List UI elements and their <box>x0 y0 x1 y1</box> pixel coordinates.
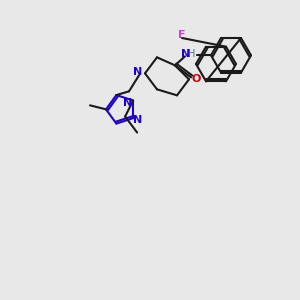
Text: N: N <box>122 98 132 107</box>
Text: N: N <box>134 67 142 77</box>
Text: O: O <box>191 74 201 84</box>
Text: H: H <box>188 49 196 59</box>
Text: N: N <box>133 115 142 125</box>
Text: F: F <box>178 30 186 40</box>
Text: N: N <box>182 49 190 59</box>
